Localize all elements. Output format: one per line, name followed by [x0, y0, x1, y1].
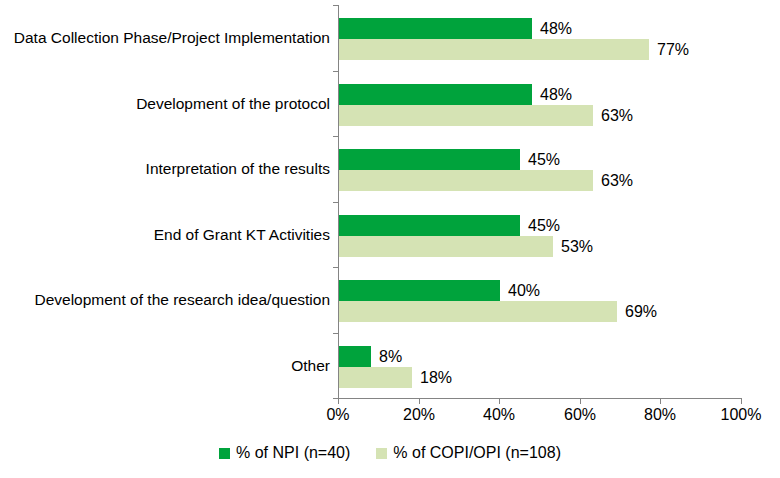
value-label-npi: 48% — [540, 84, 572, 105]
x-axis-tick — [419, 399, 420, 404]
x-axis-tick — [741, 399, 742, 404]
bar-npi — [339, 149, 520, 170]
legend-item-copi: % of COPI/OPI (n=108) — [376, 444, 561, 462]
legend-label-npi: % of NPI (n=40) — [236, 444, 350, 462]
legend-item-npi: % of NPI (n=40) — [219, 444, 350, 462]
value-label-copi: 53% — [561, 236, 593, 257]
category-label: Development of the protocol — [0, 94, 330, 114]
bar-npi — [339, 346, 371, 367]
value-label-npi: 8% — [379, 346, 402, 367]
y-axis-line — [338, 5, 339, 398]
x-tick-label: 80% — [625, 405, 695, 425]
x-axis-tick — [338, 399, 339, 404]
value-label-copi: 63% — [601, 170, 633, 191]
category-label: Other — [0, 356, 330, 376]
y-axis-tick — [333, 333, 338, 334]
value-label-copi: 63% — [601, 105, 633, 126]
x-tick-label: 60% — [545, 405, 615, 425]
value-label-npi: 40% — [508, 280, 540, 301]
bar-npi — [339, 280, 500, 301]
y-axis-tick — [333, 267, 338, 268]
bar-copi — [339, 39, 649, 60]
bar-npi — [339, 18, 532, 39]
value-label-copi: 18% — [420, 367, 452, 388]
x-axis-tick — [580, 399, 581, 404]
bar-npi — [339, 84, 532, 105]
x-tick-label: 0% — [303, 405, 373, 425]
category-label: Data Collection Phase/Project Implementa… — [0, 28, 330, 48]
legend-label-copi: % of COPI/OPI (n=108) — [393, 444, 561, 462]
value-label-npi: 48% — [540, 18, 572, 39]
plot-area: 0% 20% 40% 60% 80% 100% Data Collection Phase/… — [0, 0, 780, 478]
category-label: Development of the research idea/questio… — [0, 290, 330, 310]
x-axis-line — [338, 398, 742, 399]
x-axis-tick — [660, 399, 661, 404]
value-label-copi: 77% — [657, 39, 689, 60]
bar-copi — [339, 301, 617, 322]
y-axis-tick — [333, 71, 338, 72]
y-axis-tick — [333, 5, 338, 6]
x-tick-label: 40% — [464, 405, 534, 425]
x-tick-label: 20% — [384, 405, 454, 425]
category-label: Interpretation of the results — [0, 159, 330, 179]
legend-swatch-copi-icon — [376, 448, 387, 459]
bar-copi — [339, 105, 593, 126]
chart-legend: % of NPI (n=40) % of COPI/OPI (n=108) — [0, 442, 780, 464]
bar-npi — [339, 215, 520, 236]
x-axis-tick — [499, 399, 500, 404]
value-label-npi: 45% — [528, 149, 560, 170]
bar-copi — [339, 367, 412, 388]
y-axis-tick — [333, 136, 338, 137]
category-label: End of Grant KT Activities — [0, 225, 330, 245]
legend-swatch-npi-icon — [219, 448, 230, 459]
value-label-npi: 45% — [528, 215, 560, 236]
x-tick-label: 100% — [706, 405, 776, 425]
y-axis-tick — [333, 202, 338, 203]
bar-copi — [339, 170, 593, 191]
bar-copi — [339, 236, 553, 257]
bar-chart: 0% 20% 40% 60% 80% 100% Data Collection Phase/… — [0, 0, 780, 478]
value-label-copi: 69% — [625, 301, 657, 322]
